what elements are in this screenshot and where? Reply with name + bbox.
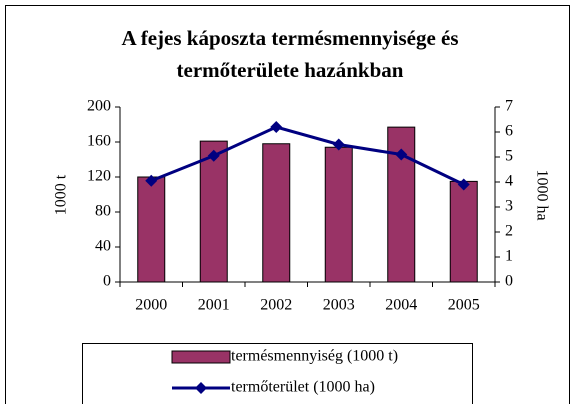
point (457, 178, 470, 191)
y2-tick-label: 7 (505, 98, 513, 115)
y2-tick-label: 3 (505, 198, 513, 215)
point (145, 174, 158, 187)
y2-tick-label: 1 (505, 248, 513, 265)
legend-swatch (171, 350, 231, 364)
y-tick-label: 0 (103, 273, 111, 290)
bar (262, 143, 291, 283)
y-axis-label: 1000 t (53, 174, 70, 215)
point (332, 138, 345, 151)
x-tick-label: 2005 (448, 297, 480, 314)
x-tick-label: 2000 (135, 297, 167, 314)
y2-axis-label: 1000 ha (533, 169, 550, 220)
y2-tick-label: 0 (505, 273, 513, 290)
legend-swatch (195, 382, 207, 394)
bar (137, 176, 166, 283)
x-tick-label: 2003 (323, 297, 355, 314)
y-tick-label: 40 (95, 238, 111, 255)
y2-tick-label: 5 (505, 148, 513, 165)
point (270, 121, 283, 133)
bar (449, 180, 478, 283)
line (150, 125, 465, 186)
y-tick-label: 200 (87, 98, 111, 115)
legend-label: termésmennyiség (1000 t) (231, 348, 398, 365)
legend-label: termőterület (1000 ha) (231, 379, 375, 396)
y2-tick-label: 2 (505, 223, 513, 240)
y2-tick-label: 4 (505, 173, 513, 190)
x-tick-label: 2004 (385, 297, 417, 314)
y-tick-label: 80 (95, 203, 111, 220)
bar (324, 146, 353, 283)
bar (199, 140, 228, 283)
legend-box (82, 343, 473, 404)
y2-tick-label: 6 (505, 123, 513, 140)
x-tick-label: 2002 (260, 297, 292, 314)
point (207, 149, 220, 162)
x-tick-label: 2001 (198, 297, 230, 314)
y-tick-label: 120 (87, 168, 111, 185)
chart-title: A fejes káposzta termésmennyisége és (121, 26, 458, 50)
y-tick-label: 160 (87, 133, 111, 150)
point (395, 148, 408, 161)
chart-title: termőterülete hazánkban (177, 58, 404, 82)
